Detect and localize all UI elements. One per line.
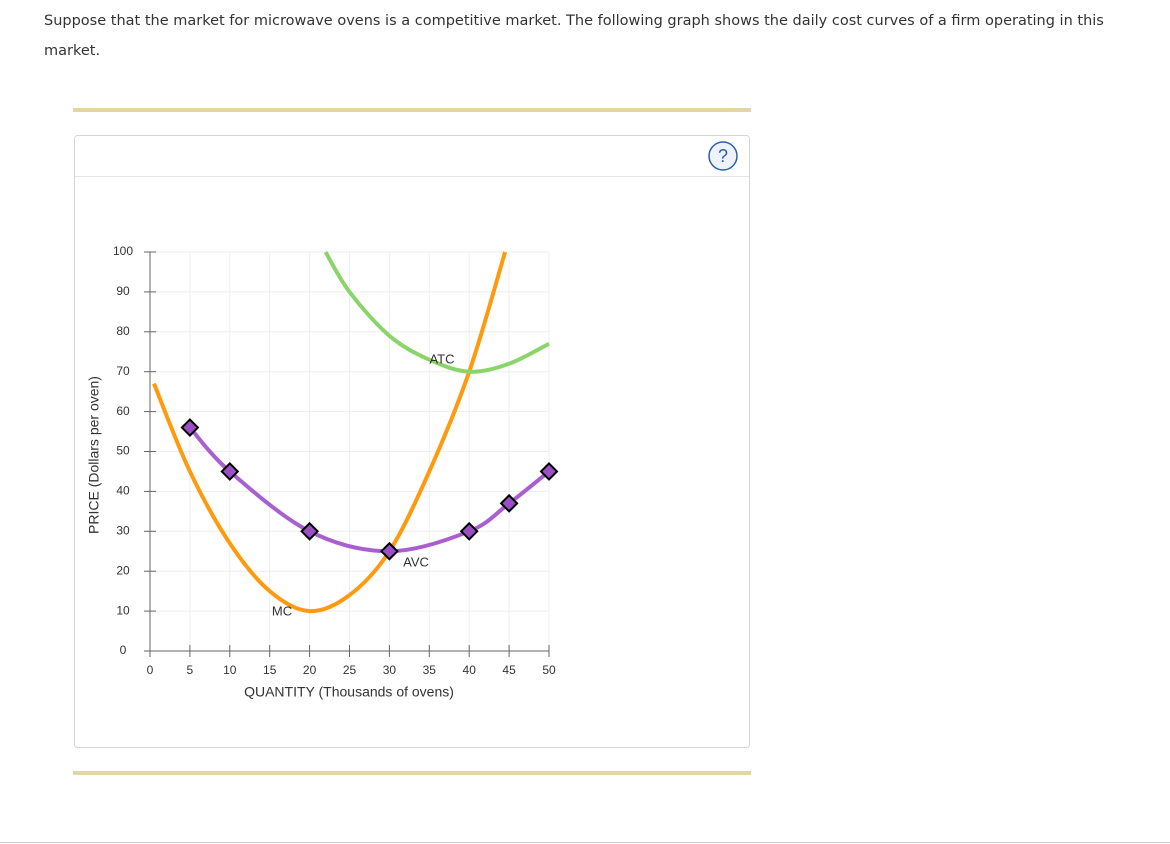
x-tick-label: 5 xyxy=(187,663,194,677)
svg-text:?: ? xyxy=(718,146,728,166)
question-text: Suppose that the market for microwave ov… xyxy=(44,13,1104,59)
y-tick-label: 100 xyxy=(113,244,133,258)
curve-2 xyxy=(323,250,550,374)
x-tick-label: 25 xyxy=(343,663,357,677)
curve-label: AVC xyxy=(403,554,429,569)
y-axis-label: PRICE (Dollars per oven) xyxy=(86,376,102,534)
y-tick-label: 0 xyxy=(120,643,127,657)
x-tick-label: 40 xyxy=(463,663,477,677)
y-tick-label: 20 xyxy=(116,563,130,577)
x-tick-label: 35 xyxy=(423,663,437,677)
divider xyxy=(73,771,751,775)
point-marker xyxy=(499,493,519,513)
x-tick-label: 10 xyxy=(223,663,237,677)
help-button[interactable]: ? xyxy=(708,141,738,171)
point-marker xyxy=(379,541,399,561)
x-tick-label: 0 xyxy=(147,663,154,677)
curve-label: ATC xyxy=(429,351,454,366)
point-marker xyxy=(300,521,320,541)
y-tick-label: 40 xyxy=(116,484,130,498)
point-marker xyxy=(180,418,200,437)
y-tick-label: 50 xyxy=(116,444,130,458)
x-tick-label: 50 xyxy=(542,663,556,677)
point-marker xyxy=(539,462,559,481)
y-tick-label: 90 xyxy=(116,284,130,298)
x-axis-label: QUANTITY (Thousands of ovens) xyxy=(244,684,454,700)
y-tick-label: 60 xyxy=(116,404,130,418)
y-tick-label: 80 xyxy=(116,324,130,338)
x-tick-label: 15 xyxy=(263,663,277,677)
curve-0 xyxy=(152,251,508,614)
x-tick-label: 20 xyxy=(303,663,317,677)
curve-label: MC xyxy=(272,603,292,618)
point-marker xyxy=(459,521,479,541)
x-tick-label: 30 xyxy=(383,663,397,677)
divider xyxy=(73,108,751,112)
point-marker xyxy=(220,462,240,481)
y-tick-label: 30 xyxy=(116,523,130,537)
x-tick-label: 45 xyxy=(502,663,516,677)
y-tick-label: 70 xyxy=(116,364,130,378)
y-tick-label: 10 xyxy=(116,603,130,617)
graph-frame xyxy=(74,135,750,748)
